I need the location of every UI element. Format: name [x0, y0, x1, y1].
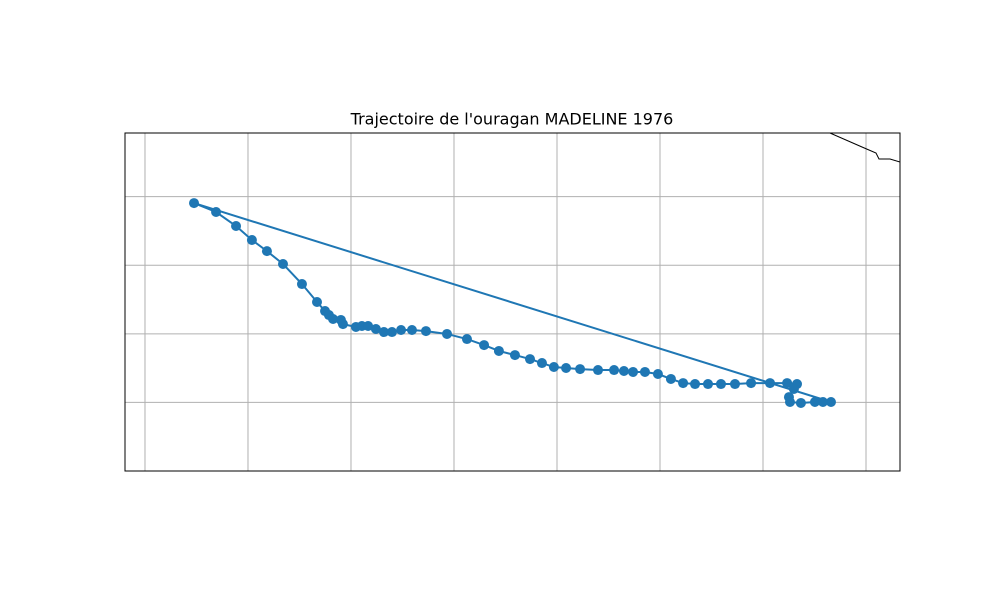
track-point: [479, 340, 490, 351]
track-point: [378, 327, 389, 338]
track-point: [328, 314, 339, 325]
track-point: [261, 246, 272, 257]
track-point: [784, 397, 795, 408]
track-point: [441, 328, 452, 339]
track-point: [609, 365, 620, 376]
track-point: [628, 366, 639, 377]
track-point: [211, 207, 222, 218]
track-point: [715, 379, 726, 390]
track-point: [665, 373, 676, 384]
grid: [125, 133, 900, 471]
track-point: [575, 364, 586, 375]
chart-title: Trajectoire de l'ouragan MADELINE 1976: [350, 110, 674, 129]
track-point: [788, 383, 799, 394]
track-point: [386, 327, 397, 338]
track-point: [678, 378, 689, 389]
track-point: [652, 369, 663, 380]
plot-frame: [124, 132, 901, 472]
track-point: [703, 379, 714, 390]
track-point: [817, 397, 828, 408]
track-point: [536, 358, 547, 369]
track-point: [296, 279, 307, 290]
track-point: [795, 397, 806, 408]
track-point: [396, 324, 407, 335]
track-point: [825, 397, 836, 408]
coastline: [829, 133, 900, 163]
track-point: [363, 321, 374, 332]
track-point: [639, 366, 650, 377]
track-point: [618, 365, 629, 376]
track-point: [461, 334, 472, 345]
track-point: [765, 378, 776, 389]
track-point: [746, 378, 757, 389]
track-point: [370, 324, 381, 335]
track-point: [729, 379, 740, 390]
track-point: [809, 397, 820, 408]
track-point: [337, 319, 348, 330]
track-point: [561, 362, 572, 373]
track-point: [690, 379, 701, 390]
track-point: [189, 198, 200, 209]
track-point: [311, 297, 322, 307]
track: [189, 198, 836, 408]
track-point: [231, 221, 242, 232]
track-point: [406, 324, 417, 335]
track-point: [278, 259, 289, 270]
track-point: [525, 354, 536, 365]
track-point: [420, 326, 431, 337]
track-point: [782, 378, 793, 389]
track-point: [493, 345, 504, 356]
track-point: [548, 362, 559, 373]
track-point: [509, 350, 520, 361]
track-point: [592, 365, 603, 376]
track-point: [246, 234, 257, 245]
